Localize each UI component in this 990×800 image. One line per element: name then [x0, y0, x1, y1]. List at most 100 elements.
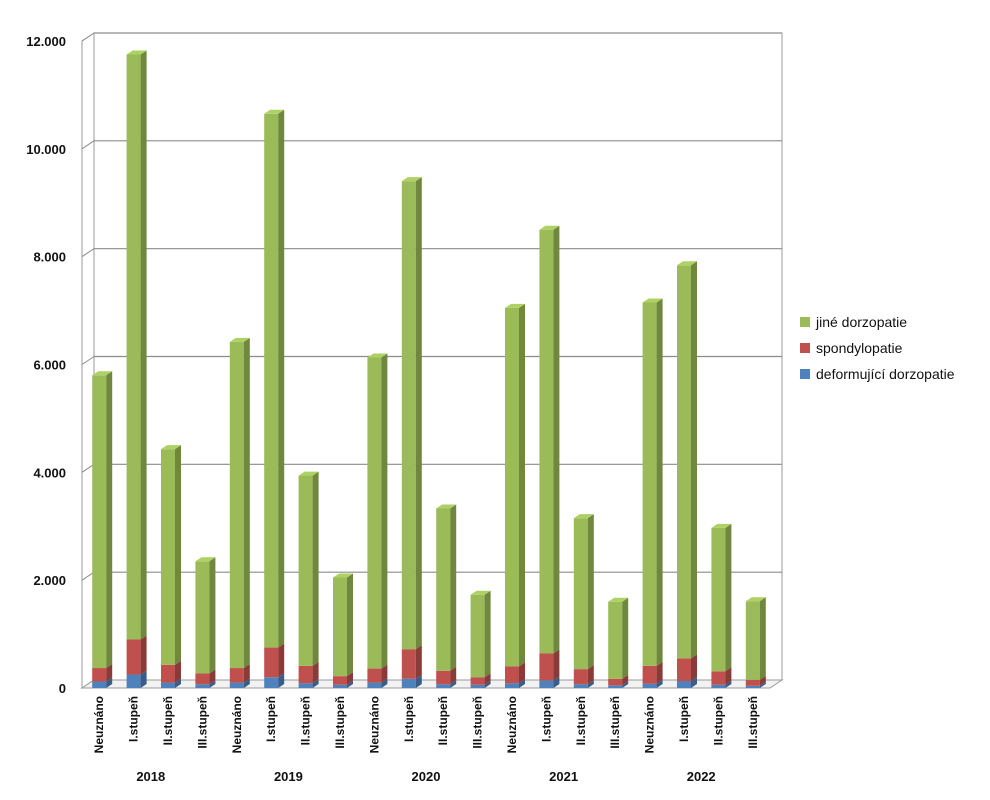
legend-label: jiné dorzopatie [815, 314, 907, 330]
bar-segment-deformující-dorzopatie [642, 679, 663, 688]
bar-front [367, 357, 382, 669]
x-tick-label: I.stupeň [539, 696, 553, 742]
bar-side [243, 337, 250, 669]
bar-front [401, 181, 416, 650]
bar-side [553, 676, 560, 688]
bar-top [333, 573, 353, 578]
bar-segment-jiné-dorzopatie [677, 261, 697, 659]
x-tick-label: Neuznáno [643, 696, 657, 753]
gridline-side [81, 32, 95, 42]
bar-side [691, 676, 697, 688]
bar-segment-jiné-dorzopatie [505, 303, 525, 667]
bar-segment-jiné-dorzopatie [642, 298, 663, 666]
bar-front [298, 665, 313, 684]
bar-front [470, 594, 485, 678]
bar-segment-deformující-dorzopatie [470, 680, 491, 688]
bar-segment-deformující-dorzopatie [161, 678, 181, 688]
bar-side [519, 679, 525, 688]
bar-front [333, 676, 347, 685]
bar-front [367, 668, 382, 683]
bar-top [264, 109, 285, 114]
bar-front [539, 680, 554, 688]
bar-side [209, 680, 216, 688]
bar-front [505, 683, 519, 688]
bar-segment-jiné-dorzopatie [126, 50, 147, 640]
bar-front [573, 669, 588, 685]
bar-front [608, 678, 623, 686]
bar-front [401, 678, 416, 688]
bar-side [106, 664, 113, 682]
bar-front [711, 527, 726, 672]
bar-front [161, 664, 175, 683]
bar-top [642, 298, 663, 303]
bar-front [711, 671, 726, 685]
bar-front [401, 649, 416, 679]
bar-segment-spondylopatie [677, 654, 697, 681]
bar-segment-spondylopatie [642, 661, 663, 684]
bar-front [161, 682, 175, 688]
bar-side [106, 677, 113, 688]
bar-front [92, 375, 107, 669]
bar-side [140, 670, 147, 688]
bar-front [677, 658, 691, 681]
bar-front [470, 684, 485, 688]
bar-top [608, 597, 629, 602]
bar-stack [505, 303, 525, 688]
bar-segment-jiné-dorzopatie [92, 371, 113, 669]
bar-segment-spondylopatie [608, 674, 629, 686]
bar-stack [436, 504, 457, 688]
bar-segment-jiné-dorzopatie [539, 225, 560, 654]
bar-side [278, 643, 285, 678]
bar-segment-deformující-dorzopatie [573, 680, 594, 688]
group-label: 2019 [274, 769, 303, 784]
bar-side [415, 645, 422, 679]
bar-stack [470, 590, 491, 688]
bar-stack [264, 109, 285, 688]
bar-front [126, 674, 141, 688]
bar-front [333, 577, 347, 677]
bar-front [539, 229, 554, 654]
y-tick-label: 10.000 [26, 142, 66, 157]
bars [92, 50, 766, 688]
bar-side [691, 654, 697, 681]
bar-segment-jiné-dorzopatie [401, 177, 422, 650]
legend-item: jiné dorzopatie [800, 314, 907, 330]
bar-front [264, 647, 279, 678]
bar-side [450, 504, 457, 671]
bar-side [656, 679, 663, 688]
bar-stack [367, 353, 388, 688]
group-label: 2020 [412, 769, 441, 784]
bar-side [347, 680, 353, 688]
bar-side [243, 664, 250, 683]
bar-segment-jiné-dorzopatie [573, 514, 594, 670]
bar-top [505, 303, 525, 308]
bar-side [450, 666, 457, 685]
bar-segment-spondylopatie [436, 666, 457, 685]
bar-side [484, 590, 491, 678]
bar-front [573, 684, 588, 688]
bar-side [587, 680, 594, 688]
bar-side [209, 669, 216, 685]
bar-front [711, 684, 726, 688]
bar-segment-jiné-dorzopatie [367, 353, 388, 669]
bar-side [691, 261, 697, 659]
y-tick-label: 4.000 [33, 465, 66, 480]
bar-side [622, 674, 629, 686]
bar-front [505, 307, 519, 667]
bar-front [642, 665, 657, 684]
x-axis: Neuznáno I.stupeň II.stupeň III.stupeň Neuzn… [92, 696, 760, 784]
bar-segment-spondylopatie [539, 649, 560, 681]
bar-side [519, 303, 525, 667]
bar-segment-deformující-dorzopatie [401, 674, 422, 688]
bar-top [195, 557, 216, 562]
bar-front [608, 685, 623, 688]
bar-side [725, 523, 732, 672]
bar-stack [677, 261, 697, 688]
bar-segment-spondylopatie [367, 664, 388, 683]
y-tick-label: 12.000 [26, 34, 66, 49]
legend-swatch [800, 343, 810, 353]
bar-top [470, 590, 491, 595]
bar-front [229, 668, 244, 683]
bar-segment-spondylopatie [298, 661, 319, 684]
bar-segment-jiné-dorzopatie [470, 590, 491, 678]
